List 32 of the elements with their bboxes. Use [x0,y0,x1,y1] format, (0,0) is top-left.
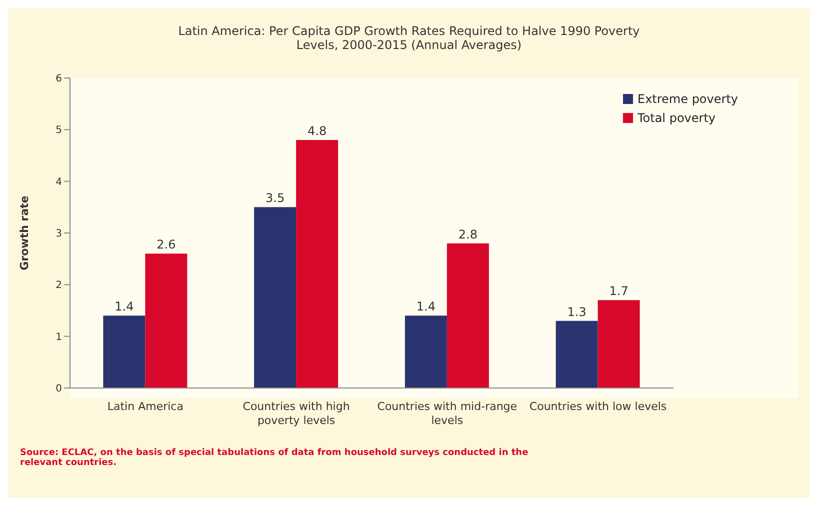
x-tick-label: Countries with low levels [529,400,667,413]
x-tick-label: Countries with mid-range levels [377,400,518,427]
data-label: 2.6 [156,238,176,252]
bar [598,300,640,388]
bar [296,140,338,388]
source-note: Source: ECLAC, on the basis of special tabulations of data from household surveys conducted in the relevant countries. [20,448,530,468]
chart-title: Latin America: Per Capita GDP Growth Rates Required to Halve 1990 Poverty Levels, 2000-2015 (Annual Averages) [177,23,641,54]
y-tick-label: 0 [56,384,62,395]
x-tick-label: Latin America [107,400,184,413]
data-label: 1.3 [567,304,586,319]
legend-label: Total poverty [637,111,716,125]
y-tick-label: 2 [56,280,62,292]
data-label: 1.4 [114,300,134,314]
data-label: 4.8 [308,124,327,138]
y-tick-label: 5 [56,125,62,136]
y-axis-title: Growth rate [18,196,31,270]
data-label: 2.8 [458,227,478,242]
y-tick-label: 4 [56,176,62,188]
bar [254,207,296,388]
data-label: 3.5 [266,191,285,206]
bar [103,316,146,388]
bar [145,254,188,388]
y-tick-label: 3 [56,228,62,240]
legend-label: Extreme poverty [637,92,738,106]
x-tick-label: Countries with high poverty levels [242,400,350,427]
bar [446,243,489,388]
y-tick-label: 1 [56,332,62,343]
bar [556,320,598,388]
y-tick-label: 6 [56,74,62,85]
data-label: 1.7 [609,284,628,298]
bar [404,316,447,388]
data-label: 1.4 [416,300,436,314]
